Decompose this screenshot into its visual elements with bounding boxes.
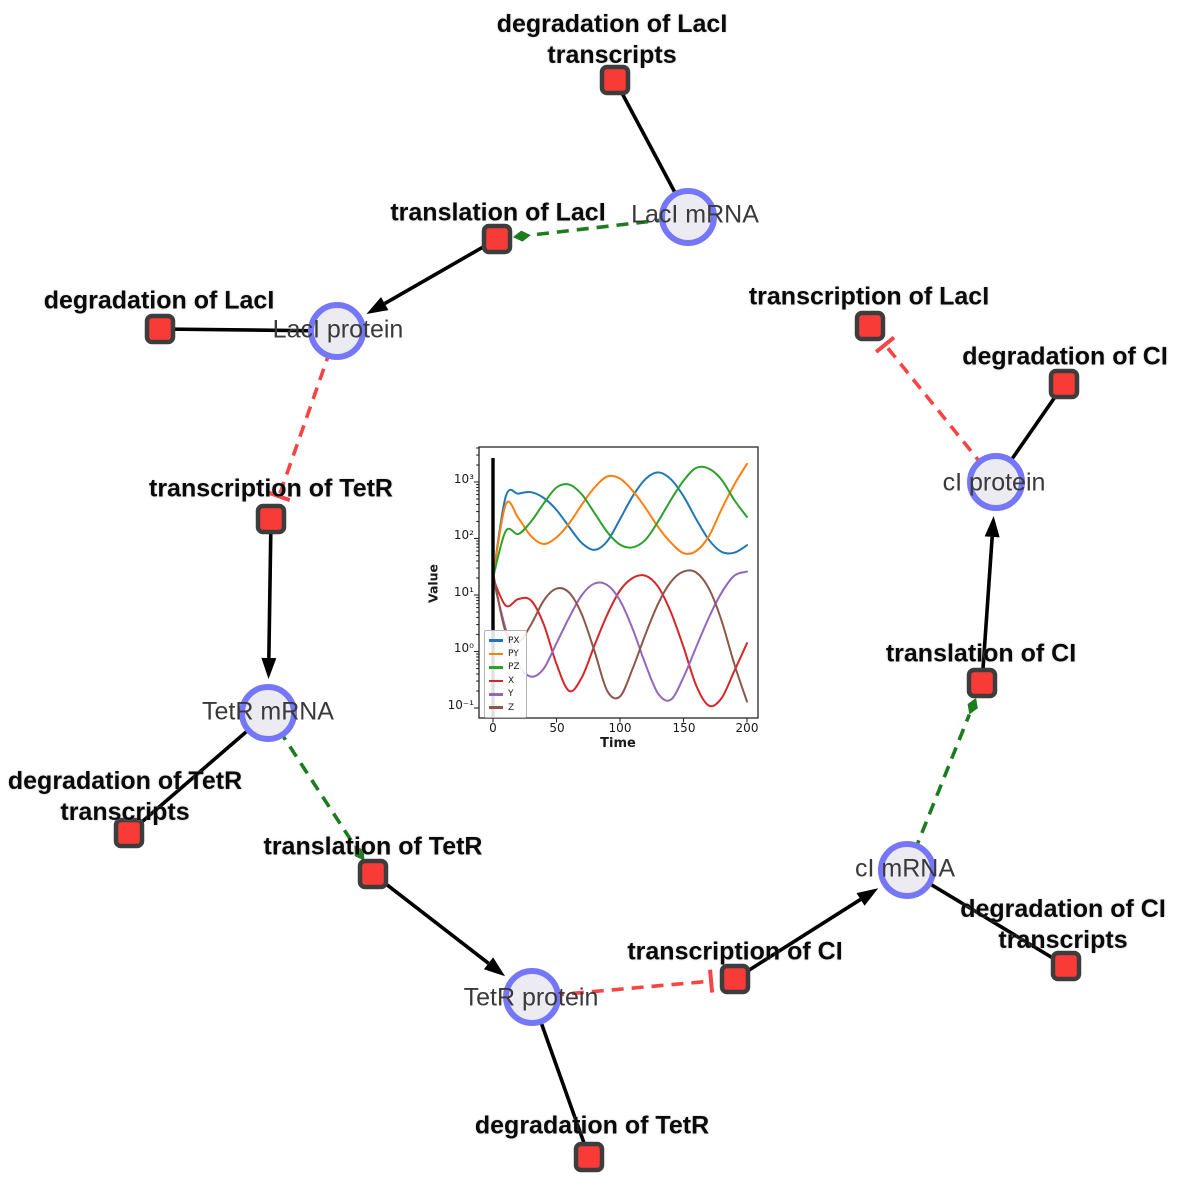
reaction-node-transcription-laci[interactable] — [854, 310, 886, 342]
y-tick-label-1000: 10³ — [453, 472, 474, 486]
y-tick-label-100: 10² — [453, 528, 474, 542]
species-node-ci-mrna[interactable] — [878, 841, 936, 899]
y-axis-label: Value — [425, 563, 441, 604]
series-line-py — [492, 462, 748, 579]
species-label-laci-protein: LacI protein — [272, 315, 404, 344]
series-line-y — [492, 570, 748, 702]
reaction-label-translation-tetr: translation of TetR — [263, 832, 483, 861]
species-label-tetr-mrna: TetR mRNA — [202, 697, 334, 726]
series-line-z — [492, 569, 748, 703]
reaction-node-deg-ci[interactable] — [1048, 368, 1080, 400]
legend-label-x: X — [508, 675, 515, 686]
edge-translation-tetr-to-tetr-protein — [371, 872, 506, 977]
reaction-node-transcription-tetr[interactable] — [255, 503, 287, 535]
reaction-label-transcription-tetr: transcription of TetR — [149, 474, 393, 503]
reaction-node-deg-laci[interactable] — [144, 313, 176, 345]
chart-legend: PX PY PZ X Y Z — [484, 630, 527, 719]
reaction-node-translation-laci[interactable] — [481, 223, 513, 255]
y-tick-label-1: 10⁰ — [453, 641, 474, 655]
legend-entry-px: PX — [489, 634, 520, 647]
legend-entry-y: Y — [489, 688, 520, 701]
reaction-node-transcription-ci[interactable] — [719, 963, 751, 995]
reaction-label-transcription-laci: transcription of LacI — [748, 282, 990, 311]
legend-entry-z: Z — [489, 701, 520, 714]
reaction-node-deg-tetr[interactable] — [573, 1141, 605, 1173]
legend-swatch-pz — [489, 666, 503, 669]
x-tick-label-150: 150 — [672, 721, 696, 735]
series-line-px — [492, 471, 748, 579]
x-tick-label-200: 200 — [735, 721, 759, 735]
species-label-laci-mrna: LacI mRNA — [631, 200, 759, 229]
edge-laci-protein-to-transcription-tetr — [267, 330, 339, 503]
legend-entry-py: PY — [489, 647, 520, 660]
reaction-node-deg-tetr-transcripts[interactable] — [113, 817, 145, 849]
reaction-node-translation-tetr[interactable] — [357, 858, 389, 890]
legend-swatch-x — [489, 679, 503, 683]
legend-entry-pz: PZ — [489, 661, 520, 674]
edge-ci-mrna-to-deg-ci-transcripts — [906, 868, 1067, 968]
chart-series-group — [492, 462, 748, 708]
legend-label-px: PX — [508, 635, 520, 646]
legend-label-pz: PZ — [508, 662, 520, 673]
edge-tetr-mrna-to-deg-tetr-transcripts — [127, 711, 270, 835]
edge-tetr-protein-to-transcription-ci — [531, 969, 715, 999]
reaction-label-transcription-ci: transcription of CI — [627, 937, 843, 966]
edge-transcription-tetr-to-tetr-mrna — [261, 518, 277, 680]
y-tick-label-10: 10¹ — [453, 585, 474, 599]
reaction-label-deg-ci: degradation of CI — [962, 342, 1168, 371]
legend-label-py: PY — [508, 649, 519, 660]
edge-translation-laci-to-laci-protein — [366, 237, 498, 315]
reaction-nodes-layer — [113, 64, 1082, 1173]
species-node-laci-mrna[interactable] — [659, 188, 717, 246]
edge-ci-protein-to-transcription-laci — [874, 335, 998, 484]
reaction-label-translation-ci: translation of CI — [885, 639, 1077, 668]
legend-label-z: Z — [508, 702, 515, 713]
x-tick-label-50: 50 — [549, 721, 565, 735]
reaction-node-deg-ci-transcripts[interactable] — [1050, 950, 1082, 982]
reaction-label-deg-ci-transcripts: degradation of CI transcripts — [960, 895, 1166, 954]
legend-swatch-z — [489, 706, 503, 709]
x-tick-label-100: 100 — [608, 721, 632, 735]
species-node-tetr-mrna[interactable] — [239, 684, 297, 742]
edge-laci-protein-to-deg-laci — [159, 327, 338, 333]
species-node-ci-protein[interactable] — [967, 453, 1025, 511]
x-tick-label-0: 0 — [489, 721, 497, 735]
reaction-node-translation-ci[interactable] — [966, 667, 998, 699]
species-label-ci-mrna: cI mRNA — [855, 854, 955, 883]
species-label-tetr-protein: TetR protein — [463, 983, 599, 1012]
legend-label-y: Y — [508, 689, 514, 700]
reaction-label-translation-laci: translation of LacI — [390, 198, 606, 227]
reaction-label-deg-laci: degradation of LacI — [43, 286, 275, 315]
legend-swatch-px — [489, 639, 503, 642]
reaction-label-deg-tetr: degradation of TetR — [474, 1111, 710, 1140]
reaction-label-deg-laci-transcripts: degradation of LacI transcripts — [496, 10, 728, 69]
simulation-inset-plot: Value Time 10³ 10² 10¹ 10⁰ 10⁻¹ 0 50 100… — [420, 420, 780, 760]
reaction-node-deg-laci-transcripts[interactable] — [599, 64, 631, 96]
species-nodes-layer — [239, 188, 1025, 1026]
edge-translation-ci-to-ci-protein — [980, 515, 1000, 684]
legend-entry-x: X — [489, 674, 520, 687]
axis-ticks — [474, 447, 748, 723]
series-line-x — [492, 574, 748, 708]
x-axis-label: Time — [600, 736, 636, 751]
legend-swatch-y — [489, 692, 503, 696]
species-node-laci-protein[interactable] — [308, 302, 366, 360]
species-label-ci-protein: cI protein — [942, 468, 1046, 497]
y-tick-label-0p1: 10⁻¹ — [447, 698, 474, 712]
chart-plot-area — [474, 446, 759, 723]
series-line-pz — [492, 465, 748, 579]
reaction-label-deg-tetr-transcripts: degradation of TetR transcripts — [7, 767, 243, 826]
legend-swatch-py — [489, 652, 503, 656]
edge-transcription-ci-to-ci-mrna — [734, 888, 879, 981]
species-node-tetr-protein[interactable] — [503, 968, 561, 1026]
